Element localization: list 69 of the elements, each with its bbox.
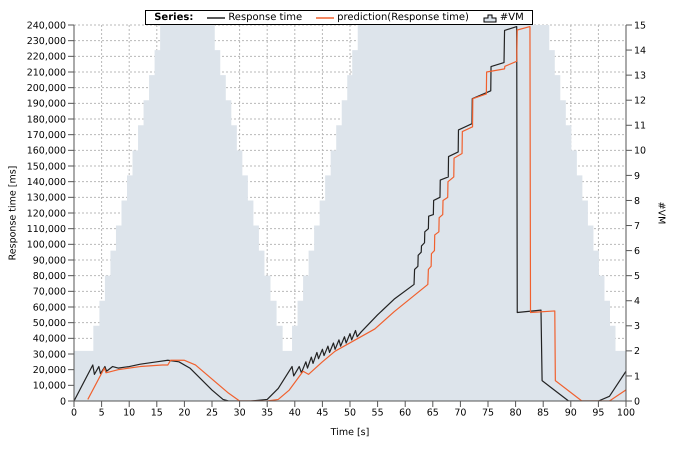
y2-tick-label: 15 [634,20,646,32]
y-tick-label: 120,000 [26,208,66,220]
x-tick-label: 25 [206,408,218,419]
x-tick-label: 35 [261,408,274,419]
x-tick-label: 50 [344,408,356,419]
y2-tick-label: 14 [634,45,646,56]
x-tick-label: 5 [98,408,105,419]
y2-tick-label: 7 [634,220,640,232]
x-tick-label: 85 [537,408,550,419]
y2-tick-label: 6 [634,246,640,257]
y-tick-label: 80,000 [32,271,66,282]
y-tick-label: 230,000 [26,36,66,48]
x-tick-label: 30 [234,408,246,419]
x-tick-label: 55 [372,408,384,419]
x-tick-label: 100 [616,408,636,419]
y-tick-label: 190,000 [26,98,66,110]
x-tick-label: 0 [70,408,78,419]
y2-tick-label: 5 [634,271,640,282]
legend-label: prediction(Response time) [337,12,469,23]
y-tick-label: 180,000 [26,114,66,126]
x-tick-label: 45 [316,408,328,419]
x-tick-label: 60 [399,408,412,419]
legend-title: Series: [154,12,194,23]
y2-tick-label: 2 [634,346,640,358]
legend-label: Response time [228,12,302,23]
y-tick-label: 160,000 [26,146,66,157]
x-tick-label: 95 [592,408,604,419]
y-tick-label: 150,000 [26,161,66,172]
y-tick-label: 40,000 [32,334,66,345]
x-tick-label: 70 [454,408,466,419]
y2-tick-label: 3 [634,321,640,332]
y-tick-label: 220,000 [26,52,66,63]
y-tick-label: 170,000 [26,130,66,142]
x-tick-label: 10 [123,408,136,419]
y2-tick-label: 10 [634,146,646,157]
y-tick-label: 50,000 [32,318,66,330]
x-tick-label: 40 [288,408,301,419]
x-tick-label: 65 [426,408,439,419]
y-tick-label: 60,000 [32,302,66,314]
y-tick-label: 130,000 [26,192,66,204]
x-axis-title: Time [s] [330,427,370,438]
y-tick-label: 200,000 [26,83,66,94]
y-tick-label: 100,000 [26,240,66,251]
y2-tick-label: 4 [634,296,640,308]
y-tick-label: 70,000 [32,286,66,298]
y2-tick-label: 1 [634,371,640,382]
y-tick-label: 10,000 [32,380,66,392]
y-tick-label: 90,000 [32,255,66,266]
y2-axis-title: #VM [656,202,667,224]
y-tick-label: 210,000 [26,67,66,78]
y-tick-label: 110,000 [26,224,66,236]
y2-tick-label: 11 [634,120,646,132]
x-tick-label: 75 [482,408,494,419]
series-label: #VM [500,12,524,23]
x-tick-label: 15 [150,408,163,419]
y-tick-label: 240,000 [26,20,66,32]
y-tick-label: 140,000 [26,177,66,188]
x-tick-label: 80 [510,408,522,419]
y-tick-label: 20,000 [32,365,66,376]
y2-tick-label: 9 [634,170,640,182]
x-tick-label: 90 [564,408,577,419]
y-axis-title: Response time [ms] [7,166,18,260]
y-tick-label: 0 [60,396,66,408]
x-tick-label: 20 [178,408,190,419]
y2-tick-label: 13 [634,70,646,82]
y2-tick-label: 8 [634,196,640,207]
y-tick-label: 30,000 [32,349,66,360]
y2-tick-label: 0 [634,396,640,408]
y2-tick-label: 12 [634,96,646,107]
